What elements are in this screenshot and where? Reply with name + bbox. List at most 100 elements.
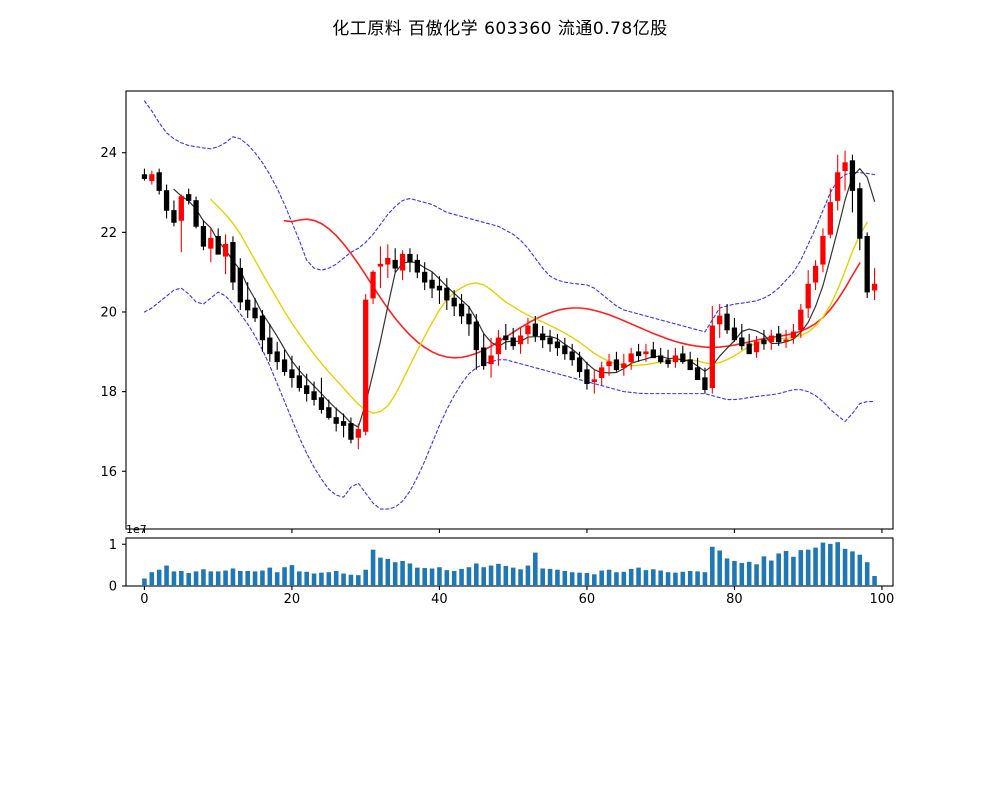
x-tick-label: 80 — [726, 592, 743, 607]
candlestick — [665, 349, 671, 368]
volume-bar — [776, 553, 781, 586]
volume-bar — [459, 568, 464, 586]
volume-bar — [348, 574, 354, 586]
volume-bar — [842, 548, 848, 586]
volume-bar — [636, 567, 641, 586]
volume-bar — [857, 554, 863, 586]
candlestick — [554, 333, 561, 356]
candlestick — [776, 325, 782, 346]
volume-bar — [525, 565, 531, 586]
volume-bar — [326, 572, 332, 586]
candlestick — [156, 168, 162, 195]
volume-bar — [385, 558, 391, 586]
price-tick-label: 24 — [100, 146, 117, 161]
volume-bar — [429, 568, 435, 586]
candlestick — [731, 317, 738, 342]
volume-bar — [164, 565, 169, 586]
volume-bar — [518, 569, 523, 586]
volume-x-ticks: 0 20 40 60 80 100 — [140, 529, 894, 607]
volume-bar — [311, 573, 317, 586]
candlestick — [444, 278, 450, 310]
candlestick — [163, 184, 170, 219]
candlestick — [318, 377, 325, 414]
candlestick — [171, 200, 177, 227]
candlestick — [466, 306, 472, 336]
candlestick — [311, 381, 317, 406]
volume-bar — [783, 550, 789, 586]
ma-short-line — [173, 168, 876, 428]
volume-tick-label: 0 — [109, 580, 117, 595]
volume-bar — [569, 572, 575, 586]
candlestick-series — [141, 150, 878, 450]
candlestick — [591, 369, 597, 394]
volume-bar — [599, 570, 604, 586]
candlestick — [503, 323, 509, 350]
candlestick — [392, 248, 398, 273]
candlestick — [613, 351, 620, 372]
volume-bar — [577, 572, 582, 586]
candlestick — [805, 270, 811, 318]
candlestick — [687, 351, 693, 371]
candlestick — [355, 423, 361, 450]
volume-bar — [761, 556, 767, 586]
candlestick — [606, 353, 612, 376]
candlestick — [407, 248, 413, 273]
volume-bar — [341, 573, 346, 586]
volume-bar — [739, 563, 745, 586]
price-tick-label: 22 — [100, 226, 117, 241]
volume-bar — [584, 573, 590, 586]
candlestick — [540, 325, 546, 348]
volume-bar — [422, 568, 427, 586]
volume-bar — [297, 571, 302, 586]
candlestick — [717, 304, 723, 338]
volume-bar — [156, 569, 162, 586]
volume-offset-label: 1e7 — [126, 523, 147, 536]
volume-bar — [746, 561, 752, 586]
candlestick — [488, 337, 494, 378]
volume-bar — [732, 560, 737, 586]
candlestick — [370, 270, 376, 305]
candlestick — [584, 361, 590, 390]
candlestick — [547, 329, 553, 352]
candlestick — [820, 228, 826, 273]
volume-bar — [370, 549, 376, 586]
price-y-ticks: 16 18 20 22 24 — [100, 146, 126, 480]
candlestick — [451, 290, 457, 316]
volume-bar — [798, 550, 804, 586]
candlestick — [658, 347, 664, 364]
page-title: 化工原料 百傲化学 603360 流通0.78亿股 — [332, 19, 668, 39]
candlestick — [267, 323, 273, 362]
volume-bar — [702, 572, 708, 586]
volume-bar — [215, 571, 221, 586]
volume-bar — [496, 563, 501, 586]
volume-bar — [407, 563, 413, 586]
price-tick-label: 18 — [100, 385, 117, 400]
volume-bar — [643, 570, 649, 586]
volume-bar — [223, 570, 228, 586]
volume-bar — [547, 568, 553, 586]
volume-bar — [289, 565, 295, 586]
candlestick — [296, 365, 302, 392]
volume-bar — [267, 567, 273, 586]
candlestick — [385, 244, 391, 279]
volume-bar — [828, 543, 833, 586]
volume-bar — [820, 542, 826, 586]
volume-bar — [621, 571, 627, 586]
candlestick — [599, 361, 605, 386]
candlestick — [621, 353, 627, 376]
candlestick — [753, 335, 760, 358]
volume-bar — [592, 574, 597, 586]
candlestick — [289, 355, 295, 388]
volume-bar — [769, 560, 774, 586]
candlestick — [857, 182, 863, 251]
price-axes: 16 18 20 22 24 — [100, 90, 894, 530]
candlestick — [230, 236, 236, 291]
candlestick — [333, 407, 339, 432]
volume-bar — [474, 563, 479, 586]
candlestick — [510, 327, 516, 350]
volume-bar — [444, 570, 450, 586]
volume-bar — [717, 550, 722, 586]
candlestick — [429, 272, 435, 299]
candlestick — [363, 294, 369, 436]
